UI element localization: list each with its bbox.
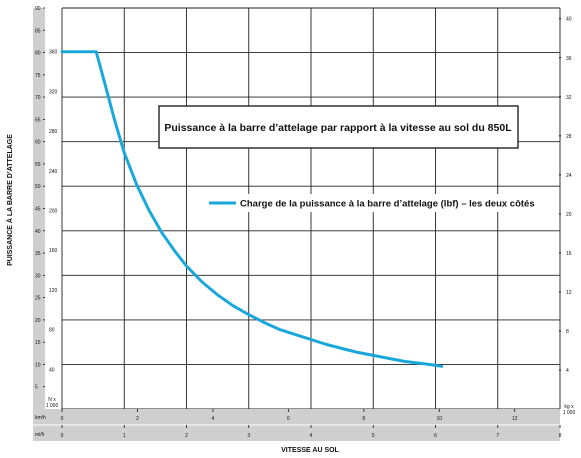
legend: Charge de la puissance à la barre d’atte… [204, 194, 536, 212]
y-tick-kn: 65 [35, 117, 41, 123]
x-tick-mph: 4 [310, 433, 313, 439]
y-tick-kn: 90 [35, 6, 41, 12]
chart-title-frame [158, 105, 519, 149]
y-axis-title: PUISSANCE À LA BARRE D’ATTELAGE [5, 134, 14, 266]
y-tick-kg: 8 [566, 329, 569, 335]
x-tick-kmh: 8 [362, 416, 365, 422]
y-tick-lbf: 240 [49, 169, 58, 175]
y-tick-kn: 5 [35, 385, 38, 391]
y-unit-kg: kg x [564, 404, 574, 410]
y-tick-lbf: 200 [49, 208, 58, 214]
y-tick-kn: 35 [35, 251, 41, 257]
legend-background [204, 194, 536, 212]
y-tick-mark-kg [559, 95, 561, 98]
x-tick-mph: 1 [123, 433, 126, 439]
y-tick-kn: 55 [35, 162, 41, 168]
y-tick-kn: 75 [35, 73, 41, 79]
y-tick-mark-kg [559, 251, 561, 254]
y-tick-kn: 25 [35, 296, 41, 302]
x-tick-mph: 0 [61, 433, 64, 439]
y-tick-kg: 40 [566, 17, 572, 23]
y-tick-kg: 20 [566, 212, 572, 218]
x-tick-kmh: 2 [136, 416, 139, 422]
x-tick-mph: 7 [496, 433, 499, 439]
x-tick-kmh: 4 [212, 416, 215, 422]
y-tick-kg: 32 [566, 95, 572, 101]
x-tick-kmh: 10 [436, 416, 442, 422]
x-tick-kmh: 12 [512, 416, 518, 422]
y-unit-kn: 1 000 [46, 403, 59, 409]
y-tick-kn: 85 [35, 28, 41, 34]
y-tick-kn: 30 [35, 273, 41, 279]
y-tick-lbf: 40 [49, 367, 55, 373]
y-tick-mark-kg [559, 134, 561, 137]
chart-title-box: Puissance à la barre d’attelage par rapp… [158, 105, 519, 149]
y-unit-kn: N x [48, 397, 56, 403]
y-tick-mark-kg [559, 291, 561, 293]
y-tick-lbf: 80 [49, 328, 55, 334]
y-tick-kn: 45 [35, 207, 41, 213]
x-tick-kmh: 0 [61, 416, 64, 422]
legend-label: Charge de la puissance à la barre d’atte… [240, 199, 535, 210]
x-tick-mph: 6 [434, 433, 437, 439]
y-tick-kg: 36 [566, 56, 572, 62]
x-tick-mph: 3 [247, 433, 250, 439]
y-tick-kn: 60 [35, 140, 41, 146]
x-unit-mph: mi/h [35, 432, 45, 438]
y-tick-lbf: 120 [49, 288, 58, 294]
y-tick-kg: 4 [566, 368, 569, 374]
y-tick-kg: 28 [566, 134, 572, 140]
y-tick-mark-kg [559, 173, 561, 176]
y-tick-kg: 24 [566, 173, 572, 179]
y-tick-kn: 50 [35, 184, 41, 190]
y-tick-lbf: 360 [49, 50, 58, 56]
y-tick-kn: 20 [35, 318, 41, 324]
y-tick-kn: 40 [35, 229, 41, 235]
left-axis-strip [33, 8, 45, 409]
x-tick-mph: 5 [372, 433, 375, 439]
series-line [60, 50, 444, 368]
y-tick-kn: 70 [35, 95, 41, 101]
y-tick-lbf: 160 [49, 248, 58, 254]
y-tick-kn: 10 [35, 362, 41, 368]
y-tick-mark-kg [559, 369, 561, 371]
series-lines [60, 50, 444, 368]
x-tick-mph: 2 [185, 433, 188, 439]
y-unit-kg: 1 000 [563, 410, 576, 416]
x-axis-title: VITESSE AU SOL [281, 447, 339, 454]
axis-strips [33, 8, 560, 441]
x-tick-mph: 8 [559, 433, 562, 439]
grid [61, 7, 561, 410]
y-tick-lbf: 280 [49, 129, 58, 135]
y-tick-kg: 12 [566, 290, 572, 296]
y-tick-kn: 80 [35, 51, 41, 57]
y-tick-mark-kg [559, 56, 561, 59]
x-tick-kmh: 6 [287, 416, 290, 422]
y-tick-mark-kg [559, 17, 561, 20]
y-tick-mark-kg [559, 330, 561, 332]
y-tick-mark-kg [559, 212, 561, 215]
chart-title: Puissance à la barre d’attelage par rapp… [164, 122, 512, 134]
y-tick-kg: 16 [566, 251, 572, 257]
x-unit-kmh: km/h [35, 415, 46, 421]
y-tick-kn: 15 [35, 340, 41, 346]
y-tick-lbf: 320 [49, 89, 58, 95]
